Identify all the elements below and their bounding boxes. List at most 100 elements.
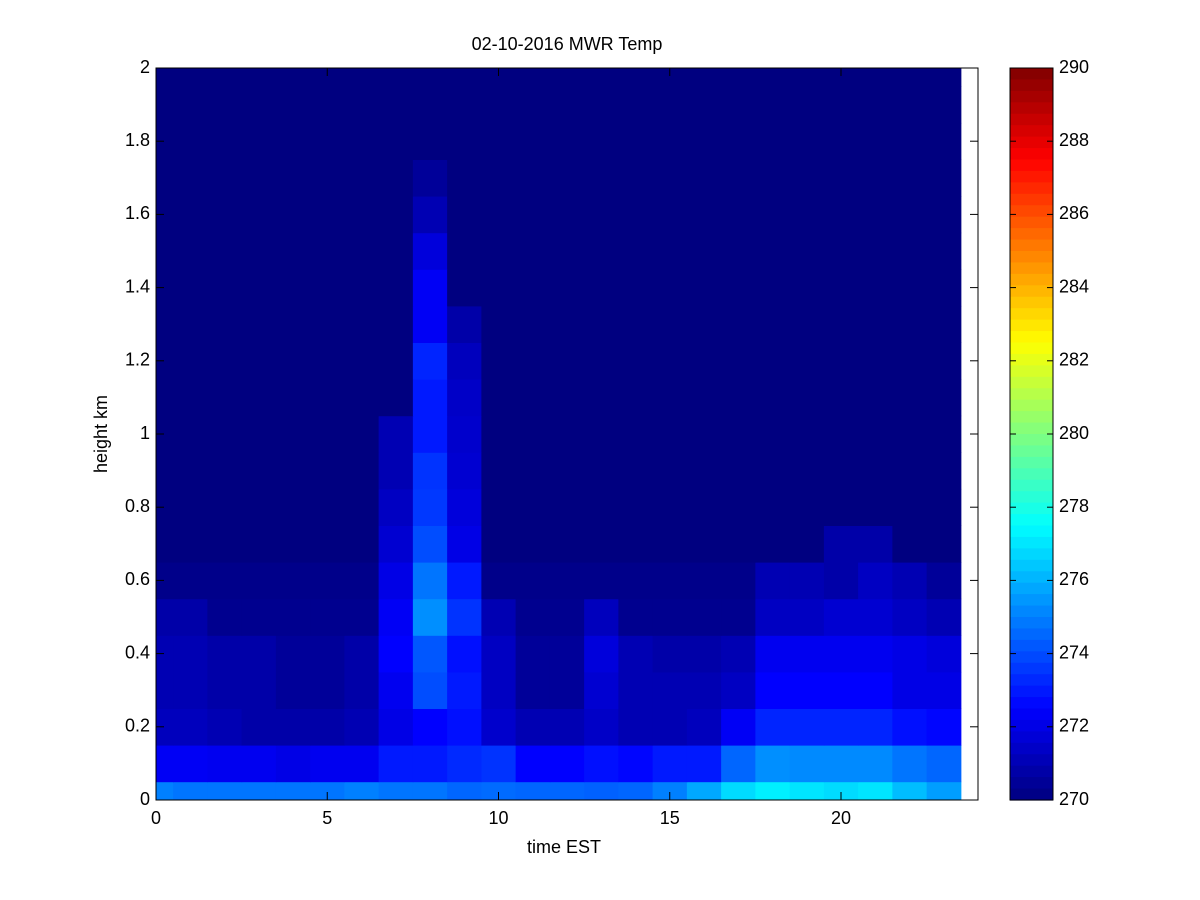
heat-cell [447, 745, 482, 783]
heat-cell [515, 708, 551, 746]
heat-cell [310, 415, 345, 453]
heat-cell [686, 708, 722, 746]
heat-cell [412, 635, 448, 673]
heat-cell [156, 305, 174, 343]
heat-cell [241, 781, 277, 801]
heat-cell [275, 598, 311, 636]
heat-cell [241, 379, 277, 417]
y-tick-label: 1.8 [125, 130, 150, 150]
colorbar-swatch [1010, 514, 1053, 527]
heat-cell [618, 708, 654, 746]
heat-cell [378, 562, 414, 600]
heat-cell [310, 122, 345, 160]
heat-cell [207, 452, 243, 490]
heat-cell [378, 379, 414, 417]
heat-cell [241, 635, 277, 673]
colorbar-swatch [1010, 617, 1053, 630]
heat-cell [447, 415, 482, 453]
heat-cell [618, 415, 654, 453]
heat-cell [618, 781, 654, 801]
heat-cell [926, 379, 962, 417]
colorbar-swatch [1010, 285, 1053, 298]
heat-cell [378, 525, 414, 563]
heat-cell [686, 598, 722, 636]
heat-cell [618, 86, 654, 124]
heat-cell [789, 342, 825, 380]
x-tick-label: 20 [831, 808, 851, 828]
heat-cell [858, 525, 893, 563]
heat-cell [207, 196, 243, 234]
heat-cell [549, 232, 585, 270]
heat-cell [173, 562, 208, 600]
heat-cell [207, 745, 243, 783]
heat-cell [241, 562, 277, 600]
heat-cell [823, 196, 859, 234]
heat-cell [755, 488, 791, 526]
heat-cell [344, 671, 380, 709]
heat-cell [241, 68, 277, 87]
heat-cell [858, 379, 893, 417]
heat-cell [858, 598, 893, 636]
heat-cell [721, 635, 756, 673]
heat-cell [584, 159, 619, 197]
heat-cell [173, 86, 208, 124]
heat-cell [173, 159, 208, 197]
heat-cell [549, 342, 585, 380]
heat-cell [892, 305, 928, 343]
colorbar-swatch [1010, 708, 1053, 721]
heat-cell [789, 671, 825, 709]
heat-cell [823, 342, 859, 380]
heat-cell [156, 635, 174, 673]
heat-cell [241, 269, 277, 307]
heat-cell [755, 305, 791, 343]
colorbar-swatch [1010, 125, 1053, 138]
y-tick-label: 1.2 [125, 350, 150, 370]
chart-title: 02-10-2016 MWR Temp [472, 34, 663, 54]
heat-cell [412, 525, 448, 563]
heat-cell [926, 452, 962, 490]
heat-cell [344, 415, 380, 453]
heat-cell [823, 671, 859, 709]
heat-cell [378, 671, 414, 709]
heat-cell [584, 562, 619, 600]
heat-cell [721, 452, 756, 490]
heat-cell [156, 122, 174, 160]
heat-cell [241, 598, 277, 636]
colorbar-swatch [1010, 376, 1053, 389]
heat-cell [549, 159, 585, 197]
heat-cell [858, 671, 893, 709]
heat-cell [156, 781, 174, 801]
colorbar-swatch [1010, 582, 1053, 595]
heat-cell [378, 745, 414, 783]
heat-cell [515, 232, 551, 270]
colorbar-swatch [1010, 662, 1053, 675]
heat-cell [173, 452, 208, 490]
heat-cell [156, 708, 174, 746]
heat-cell [447, 525, 482, 563]
heat-cell [310, 781, 345, 801]
heat-cell [789, 68, 825, 87]
heat-cell [173, 488, 208, 526]
heat-cell [310, 635, 345, 673]
colorbar-swatch [1010, 788, 1053, 801]
colorbar-swatch [1010, 685, 1053, 698]
heat-cell [481, 305, 517, 343]
heat-cell [755, 708, 791, 746]
colorbar-swatch [1010, 182, 1053, 195]
heat-cell [447, 781, 482, 801]
heat-cell [173, 635, 208, 673]
heat-cell [789, 452, 825, 490]
heat-cell [378, 635, 414, 673]
colorbar-swatch [1010, 536, 1053, 549]
colorbar-swatch [1010, 342, 1053, 355]
colorbar-tick-label: 276 [1059, 569, 1089, 589]
heat-cell [549, 68, 585, 87]
heat-cell [652, 415, 688, 453]
heat-cell [892, 86, 928, 124]
heat-cell [584, 86, 619, 124]
heat-cell [823, 635, 859, 673]
heat-cell [721, 269, 756, 307]
y-tick-label: 0.2 [125, 716, 150, 736]
heat-cell [584, 342, 619, 380]
heat-cell [892, 671, 928, 709]
